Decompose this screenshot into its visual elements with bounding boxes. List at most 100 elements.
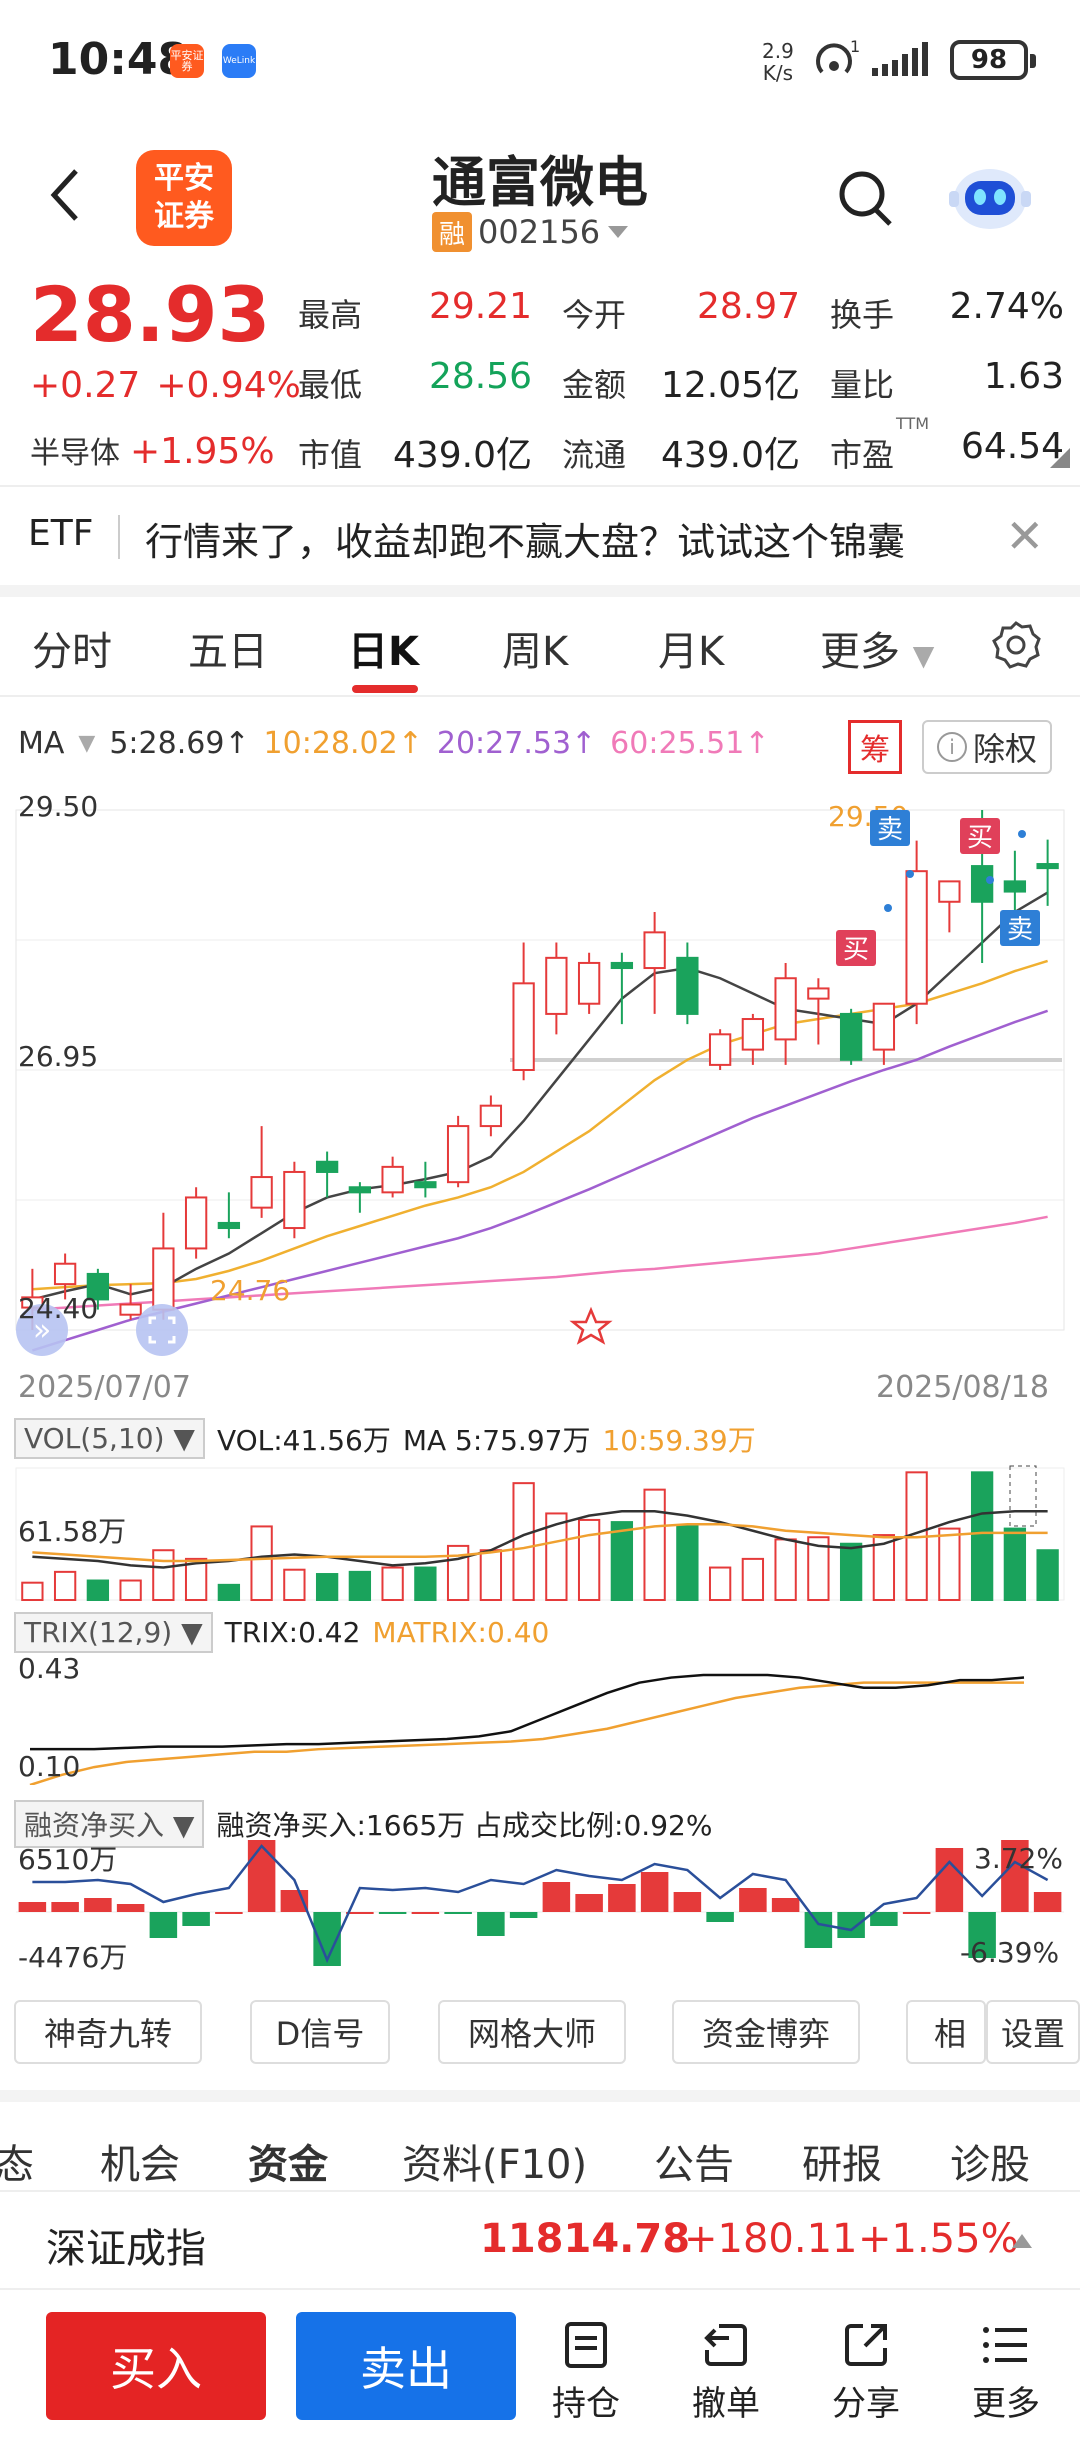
banner-divider	[118, 515, 120, 559]
margin-bar-6	[215, 1912, 243, 1914]
trade-marker-box-1	[836, 930, 876, 966]
sector-change[interactable]: 半导体 +1.95%	[30, 428, 275, 472]
margin-bar-24	[804, 1912, 833, 1948]
candle-body-17	[577, 961, 601, 1005]
section-gap	[0, 2090, 1080, 2102]
trix-chart[interactable]	[0, 1655, 1080, 1785]
margin-bar-31	[1033, 1892, 1062, 1912]
chip-distribution-button[interactable]: 筹	[848, 720, 902, 774]
volume-bar-17	[577, 1518, 601, 1601]
tool-settings[interactable]: 设置	[986, 2000, 1080, 2064]
signal-dot-1	[906, 870, 914, 878]
ex-rights-label: 除权	[972, 730, 1037, 768]
trix-line	[30, 1673, 1025, 1751]
sell-button[interactable]: 卖出	[296, 2312, 516, 2420]
volume-bar-15	[512, 1482, 535, 1602]
tab-five-day[interactable]: 五日	[188, 629, 268, 675]
last-price: 28.93	[30, 270, 271, 359]
tab-weekly-k[interactable]: 周K	[502, 629, 569, 675]
tab-monthly-k[interactable]: 月K	[658, 629, 725, 675]
tab-profile-f10[interactable]: 资料(F10)	[402, 2142, 588, 2188]
margin-bar-23	[771, 1898, 800, 1912]
search-icon[interactable]	[838, 168, 894, 228]
trix-indicator-selector[interactable]: TRIX(12,9) ▼	[14, 1612, 213, 1653]
index-name: 深证成指	[46, 2226, 206, 2272]
close-icon[interactable]: ✕	[1005, 509, 1044, 563]
banner-text: 行情来了，收益却跑不赢大盘？试试这个锦囊	[145, 520, 906, 564]
broker-logo: 平安证券	[136, 150, 232, 246]
margin-bar-27	[902, 1912, 931, 1914]
min-price-annotation: 24.76	[210, 1274, 290, 1307]
more-label: 更多	[972, 2384, 1040, 2424]
margin-bar-7	[247, 1840, 276, 1912]
candle-body-13	[446, 1125, 470, 1184]
candle-body-23	[774, 977, 797, 1041]
trix-tag-label: TRIX(12,9)	[24, 1616, 173, 1649]
holdings-button[interactable]: 持仓	[536, 2320, 636, 2425]
volume-ma10: 10:59.39万	[602, 1423, 756, 1457]
promo-banner[interactable]: ETF 行情来了，收益却跑不赢大盘？试试这个锦囊 ✕	[0, 485, 1080, 585]
tab-opportunity[interactable]: 机会	[100, 2142, 180, 2188]
float-label: 流通	[562, 436, 627, 474]
trix-bottom-label: 0.10	[18, 1750, 81, 1783]
margin-bar-25	[837, 1912, 865, 1938]
tab-partial[interactable]: 态	[0, 2142, 34, 2188]
expand-corner-icon[interactable]	[1050, 448, 1070, 468]
tool-more-partial[interactable]: 相	[906, 2000, 986, 2064]
cancel-order-button[interactable]: 撤单	[676, 2320, 776, 2425]
tab-daily-k[interactable]: 日K	[348, 629, 419, 675]
gear-icon[interactable]	[990, 619, 1042, 671]
ma-legend[interactable]: MA ▼ 5:28.69↑ 10:28.02↑ 20:27.53↑ 60:25.…	[18, 726, 769, 761]
tab-announcements[interactable]: 公告	[654, 2142, 734, 2188]
margin-badge: 融	[432, 212, 472, 252]
tool-capital-game[interactable]: 资金博弈	[672, 2000, 860, 2064]
volume-bar-28	[938, 1527, 961, 1601]
candle-body-4	[152, 1247, 175, 1311]
volume-tag-label: VOL(5,10)	[24, 1422, 165, 1455]
candle-body-14	[479, 1104, 503, 1128]
margin-chart[interactable]	[0, 1840, 1080, 1980]
tool-d-signal[interactable]: D信号	[250, 2000, 390, 2064]
more-button[interactable]: 更多	[956, 2320, 1056, 2425]
tool-magic-nine[interactable]: 神奇九转	[14, 2000, 202, 2064]
volume-chart[interactable]	[0, 1460, 1080, 1605]
signal-icon	[872, 42, 928, 76]
stock-code-selector[interactable]: 融 002156	[432, 212, 630, 252]
sector-percent: +1.95%	[130, 431, 275, 472]
margin-indicator-selector[interactable]: 融资净买入 ▼	[14, 1800, 205, 1848]
margin-ratio-line	[32, 1844, 1049, 1964]
index-ticker[interactable]: 深证成指 11814.78 +180.11 +1.55%	[0, 2190, 1080, 2290]
volume-bar-5	[184, 1557, 208, 1601]
tab-capital[interactable]: 资金	[248, 2142, 328, 2188]
ma10-line	[32, 959, 1048, 1291]
tab-research[interactable]: 研报	[802, 2142, 882, 2188]
volume-value: VOL:41.56万	[216, 1423, 391, 1457]
pingan-app-icon: 平安证券	[170, 44, 204, 78]
open-value: 28.97	[696, 286, 800, 327]
margin-bar-18	[608, 1884, 636, 1912]
volume-bar-24	[807, 1536, 830, 1601]
volume-bar-2	[86, 1579, 110, 1601]
tab-more[interactable]: 更多 ▼	[820, 619, 934, 677]
back-icon[interactable]	[46, 165, 86, 225]
amount-label: 金额	[562, 366, 627, 404]
ex-rights-button[interactable]: i 除权	[922, 720, 1052, 774]
margin-bar-14	[477, 1912, 505, 1936]
status-time: 10:48	[48, 34, 189, 85]
buy-button[interactable]: 买入	[46, 2312, 266, 2420]
tab-diagnosis[interactable]: 诊股	[950, 2142, 1030, 2188]
tool-buttons: 神奇九转 D信号 网格大师 资金博弈 相 设置	[0, 2000, 1080, 2074]
volume-bar-18	[610, 1521, 634, 1602]
volume-bar-22	[741, 1557, 765, 1601]
tab-intraday[interactable]: 分时	[32, 629, 112, 675]
holdings-icon	[565, 2322, 607, 2368]
ai-robot-icon[interactable]	[945, 155, 1035, 235]
volume-indicator-selector[interactable]: VOL(5,10) ▼	[14, 1418, 205, 1459]
y-axis-high-label: 29.50	[18, 790, 99, 823]
volume-bar-3	[119, 1579, 142, 1601]
tool-grid-master[interactable]: 网格大师	[438, 2000, 626, 2064]
volume-bar-7	[250, 1525, 273, 1601]
amount-value: 12.05亿	[660, 365, 800, 406]
share-button[interactable]: 分享	[816, 2320, 916, 2425]
